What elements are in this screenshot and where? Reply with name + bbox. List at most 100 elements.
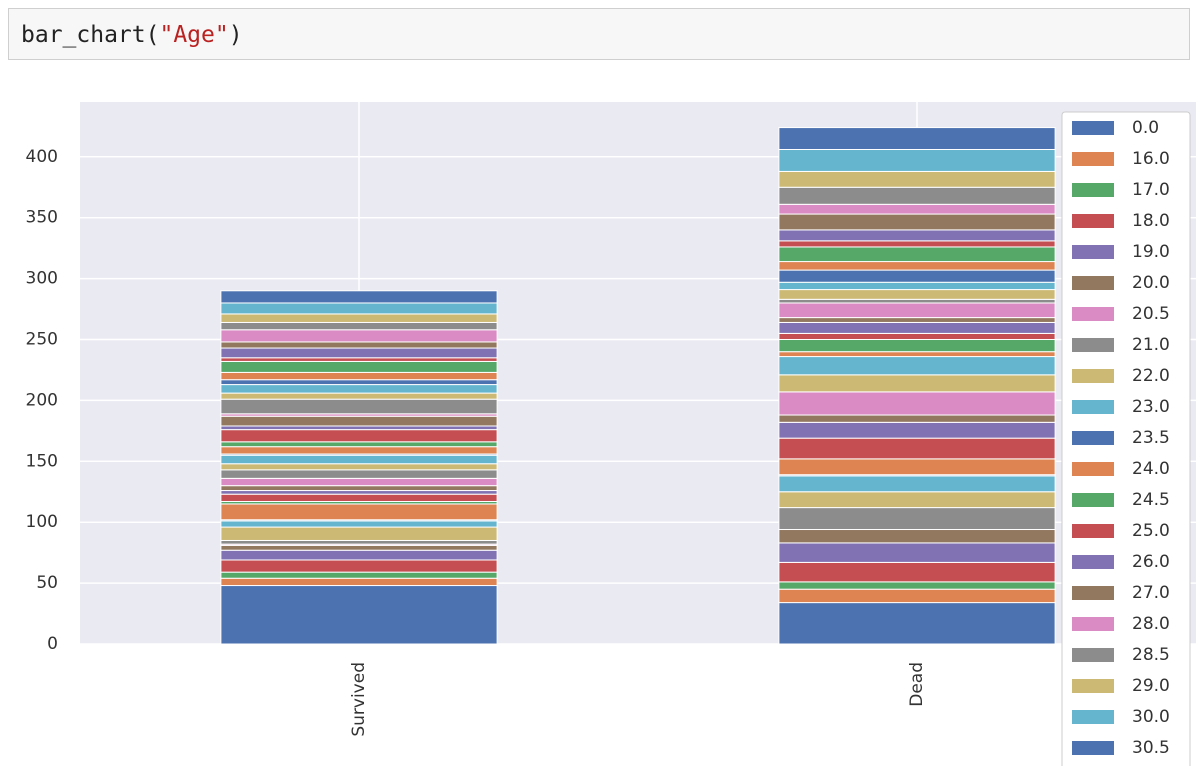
bar-segment [778, 261, 1056, 271]
bar-segment [778, 302, 1056, 319]
bar-segment [778, 588, 1056, 604]
bar-segment [778, 321, 1056, 334]
bar-segment [220, 577, 498, 587]
legend-swatch [1072, 679, 1114, 693]
y-tick-label: 400 [26, 147, 58, 167]
bar-segment [220, 469, 498, 479]
bar-segment [778, 281, 1056, 291]
bar-segment [220, 463, 498, 471]
bar-segment [220, 571, 498, 579]
bar-segment [778, 437, 1056, 460]
legend-swatch [1072, 369, 1114, 383]
x-tick-label: Survived [349, 662, 369, 737]
bar-segment [220, 544, 498, 551]
bar-segment [220, 371, 498, 381]
bar-segment [220, 429, 498, 443]
bar-segment [220, 347, 498, 359]
bar-segment [778, 491, 1056, 509]
bar-segment [778, 542, 1056, 563]
legend-swatch [1072, 245, 1114, 259]
bar-segment [778, 332, 1056, 341]
legend-swatch [1072, 555, 1114, 569]
bar-segment [220, 526, 498, 541]
bar-segment [220, 360, 498, 373]
legend-swatch [1072, 710, 1114, 724]
bar-segment [220, 454, 498, 465]
legend-swatch [1072, 493, 1114, 507]
bar-segment [778, 351, 1056, 358]
legend-label: 17.0 [1132, 180, 1170, 200]
legend-swatch [1072, 400, 1114, 414]
legend-swatch [1072, 586, 1114, 600]
code-string: "Age" [159, 22, 229, 48]
bar-segment [778, 317, 1056, 323]
bar-segment [778, 203, 1056, 215]
legend-label: 27.0 [1132, 583, 1170, 603]
y-tick-label: 0 [47, 634, 58, 654]
legend-label: 30.0 [1132, 707, 1170, 727]
legend-swatch [1072, 152, 1114, 166]
bar-segment [220, 398, 498, 415]
bar-segment [220, 384, 498, 394]
bar-segment [220, 503, 498, 521]
bar-segment [220, 549, 498, 561]
y-tick-label: 150 [26, 451, 58, 471]
bar-segment [220, 446, 498, 455]
code-cell: bar_chart("Age") [8, 8, 1190, 60]
legend-label: 26.0 [1132, 552, 1170, 572]
y-tick-label: 100 [26, 512, 58, 532]
y-tick-label: 50 [36, 573, 58, 593]
code-token: bar_chart( [21, 22, 160, 48]
bar-segment [778, 170, 1056, 188]
legend-swatch [1072, 431, 1114, 445]
bar-segment [220, 290, 498, 304]
bar-segment [220, 490, 498, 495]
bar-segment [220, 539, 498, 545]
legend-label: 25.0 [1132, 521, 1170, 541]
legend-label: 23.5 [1132, 428, 1170, 448]
bar-segment [220, 441, 498, 448]
bar-segment [778, 581, 1056, 590]
y-tick-label: 250 [26, 330, 58, 350]
bar-segment [778, 269, 1056, 283]
y-tick-label: 300 [26, 269, 58, 289]
bar-segment [220, 321, 498, 331]
y-tick-label: 350 [26, 208, 58, 228]
legend-swatch [1072, 276, 1114, 290]
bar-segment [778, 289, 1056, 300]
bar-segment [220, 379, 498, 386]
bar-segment [778, 507, 1056, 531]
legend-swatch [1072, 524, 1114, 538]
bar-segment [778, 529, 1056, 544]
bar-segment [778, 127, 1056, 151]
bar-segment [220, 392, 498, 400]
legend-label: 24.0 [1132, 459, 1170, 479]
code-token: ) [228, 22, 243, 48]
bar-segment [778, 391, 1056, 416]
bar-segment [778, 421, 1056, 439]
bar-segment [778, 240, 1056, 248]
legend-label: 20.0 [1132, 273, 1170, 293]
x-tick-label: Dead [907, 662, 927, 707]
legend-swatch [1072, 307, 1114, 321]
bar-segment [778, 561, 1056, 583]
bar-segment [220, 477, 498, 487]
legend-swatch [1072, 617, 1114, 631]
bar-segment [778, 356, 1056, 376]
bar-segment [220, 341, 498, 349]
bar-segment [220, 357, 498, 362]
legend-label: 18.0 [1132, 211, 1170, 231]
bar-segment [778, 475, 1056, 493]
bar-segment [220, 313, 498, 323]
legend-swatch [1072, 462, 1114, 476]
y-tick-label: 200 [26, 390, 58, 410]
bar-segment [778, 149, 1056, 172]
bar-segment [220, 585, 498, 645]
bar-segment [220, 493, 498, 502]
legend-swatch [1072, 648, 1114, 662]
legend-label: 22.0 [1132, 366, 1170, 386]
legend-label: 24.5 [1132, 490, 1170, 510]
legend-swatch [1072, 741, 1114, 755]
legend-label: 20.5 [1132, 304, 1170, 324]
